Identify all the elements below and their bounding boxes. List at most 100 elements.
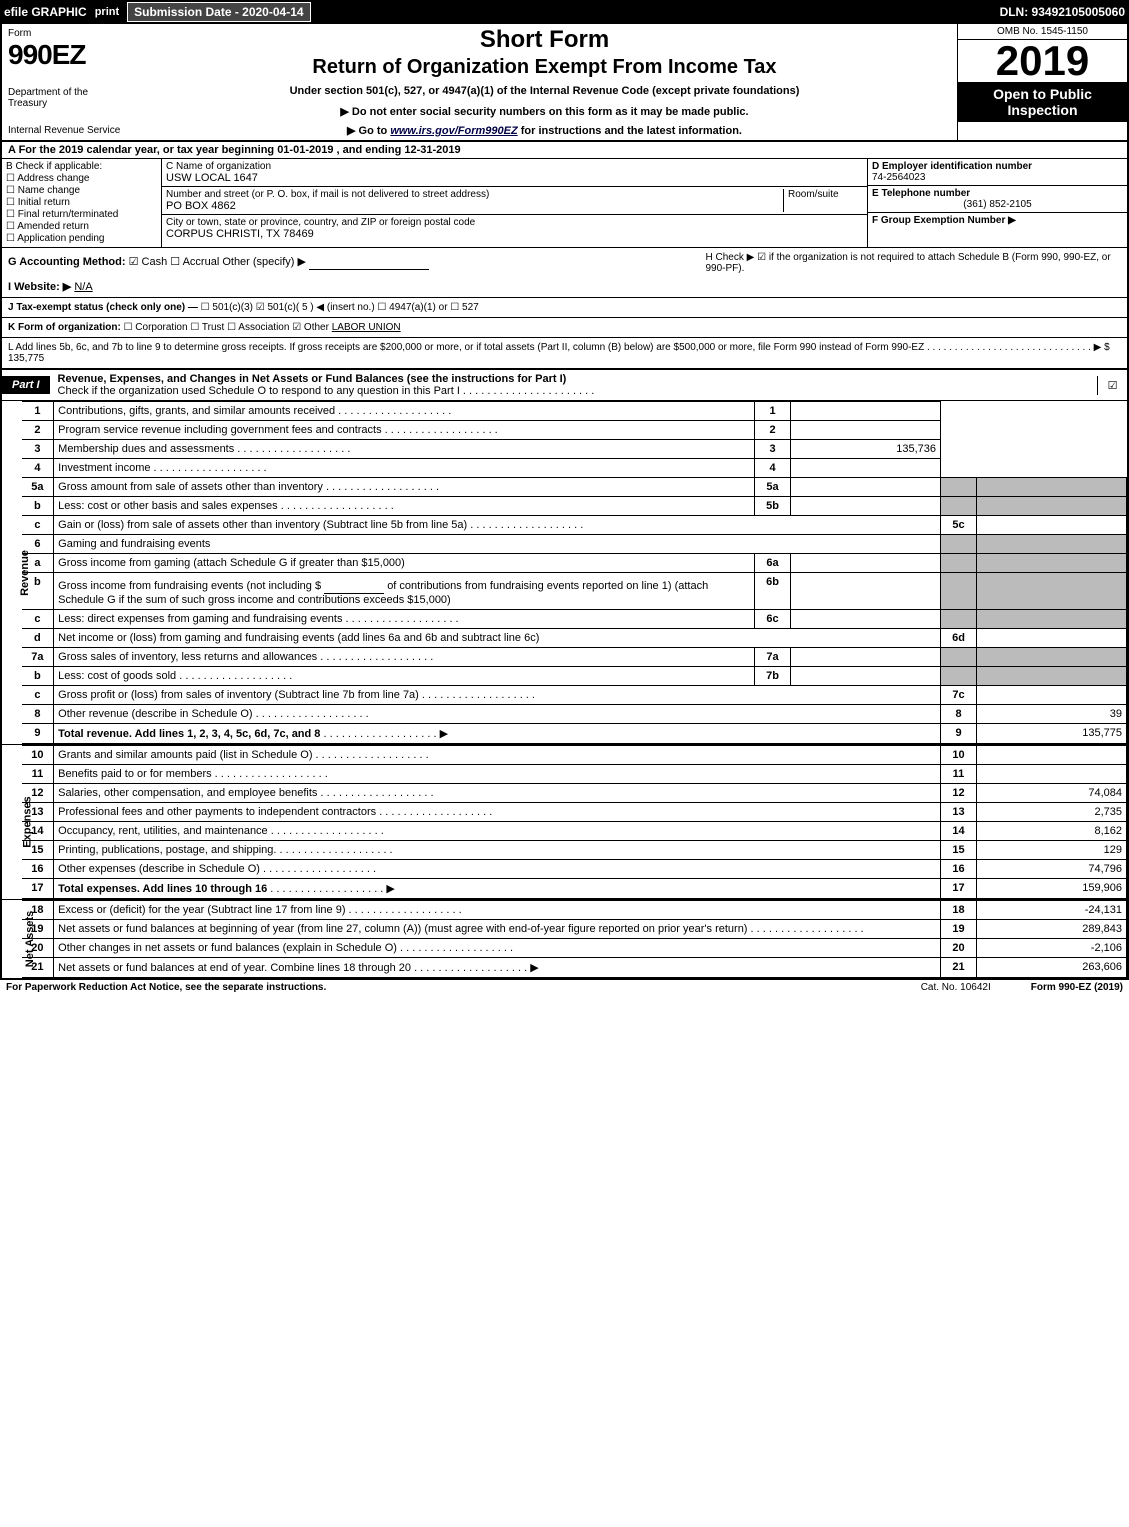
chk-name-change[interactable]: Name change xyxy=(6,185,157,196)
part-i-tag: Part I xyxy=(2,376,50,394)
chk-address-change[interactable]: Address change xyxy=(6,173,157,184)
row-gh: G Accounting Method: ☑ Cash ☐ Accrual Ot… xyxy=(2,248,1127,298)
k-options[interactable]: ☐ Corporation ☐ Trust ☐ Association ☑ Ot… xyxy=(124,322,329,333)
city-value: CORPUS CHRISTI, TX 78469 xyxy=(166,228,863,240)
open-line1: Open to Public xyxy=(962,86,1123,102)
col-c-org: C Name of organization USW LOCAL 1647 Nu… xyxy=(162,159,867,247)
part-i-title-text: Revenue, Expenses, and Changes in Net As… xyxy=(58,373,567,385)
line-20: 20Other changes in net assets or fund ba… xyxy=(22,939,1127,958)
line-16: 16Other expenses (describe in Schedule O… xyxy=(22,860,1127,879)
header-left: Form 990EZ Department of the Treasury In… xyxy=(2,24,132,140)
row-a-taxyear: A For the 2019 calendar year, or tax yea… xyxy=(2,142,1127,159)
line-7a: 7aGross sales of inventory, less returns… xyxy=(22,648,1127,667)
g-other[interactable]: Other (specify) ▶ xyxy=(222,256,306,268)
line-5a: 5aGross amount from sale of assets other… xyxy=(22,478,1127,497)
submission-date-box: Submission Date - 2020-04-14 xyxy=(127,2,310,22)
dln-label: DLN: 93492105005060 xyxy=(1000,5,1125,19)
header-center: Short Form Return of Organization Exempt… xyxy=(132,24,957,140)
short-form-title: Short Form xyxy=(142,26,947,54)
form-header: Form 990EZ Department of the Treasury In… xyxy=(2,24,1127,142)
tax-year: 2019 xyxy=(958,40,1127,82)
line-12: 12Salaries, other compensation, and empl… xyxy=(22,784,1127,803)
org-name-value: USW LOCAL 1647 xyxy=(166,172,863,184)
k-other-value: LABOR UNION xyxy=(332,322,401,333)
revenue-table: 1Contributions, gifts, grants, and simil… xyxy=(22,401,1127,744)
part-i-header: Part I Revenue, Expenses, and Changes in… xyxy=(2,370,1127,401)
website-label: I Website: ▶ xyxy=(8,281,71,293)
ein-label: D Employer identification number xyxy=(872,161,1123,172)
row-j-taxexempt: J Tax-exempt status (check only one) — ☐… xyxy=(2,298,1127,318)
goto-link[interactable]: www.irs.gov/Form990EZ xyxy=(390,125,517,137)
chk-amended-return[interactable]: Amended return xyxy=(6,221,157,232)
row-l-gross: L Add lines 5b, 6c, and 7b to line 9 to … xyxy=(2,338,1127,370)
phone-value: (361) 852-2105 xyxy=(872,199,1123,210)
part-i-checkbox[interactable]: ☑ xyxy=(1097,376,1127,395)
org-street-cell: Number and street (or P. O. box, if mail… xyxy=(162,187,867,215)
g-accrual[interactable]: ☐ Accrual xyxy=(170,256,219,268)
g-cash[interactable]: ☑ Cash xyxy=(129,256,168,268)
j-label: J Tax-exempt status (check only one) — xyxy=(8,302,198,313)
form-outer: Form 990EZ Department of the Treasury In… xyxy=(0,24,1129,980)
efile-label: efile GRAPHIC xyxy=(4,5,87,19)
open-line2: Inspection xyxy=(962,102,1123,118)
line-18: 18Excess or (deficit) for the year (Subt… xyxy=(22,901,1127,920)
k-label: K Form of organization: xyxy=(8,322,121,333)
line-7c: cGross profit or (loss) from sales of in… xyxy=(22,686,1127,705)
line-13: 13Professional fees and other payments t… xyxy=(22,803,1127,822)
line-7b: bLess: cost of goods sold7b xyxy=(22,667,1127,686)
line-6c: cLess: direct expenses from gaming and f… xyxy=(22,610,1127,629)
accounting-method: G Accounting Method: ☑ Cash ☐ Accrual Ot… xyxy=(2,248,700,297)
netassets-side-label: Net Assets xyxy=(2,900,22,978)
ein-cell: D Employer identification number 74-2564… xyxy=(868,159,1127,186)
city-label: City or town, state or province, country… xyxy=(166,217,863,228)
return-title: Return of Organization Exempt From Incom… xyxy=(142,56,947,79)
g-accrual-label: Accrual xyxy=(183,256,220,268)
line-6: 6Gaming and fundraising events xyxy=(22,535,1127,554)
line-6b-input[interactable] xyxy=(324,576,384,594)
top-bar: efile GRAPHIC print Submission Date - 20… xyxy=(0,0,1129,24)
part-i-check-text: Check if the organization used Schedule … xyxy=(58,385,595,397)
chk-application-pending[interactable]: Application pending xyxy=(6,233,157,244)
part-i-title: Revenue, Expenses, and Changes in Net As… xyxy=(58,370,595,400)
dept-irs: Internal Revenue Service xyxy=(8,125,126,136)
ein-value: 74-2564023 xyxy=(872,172,1123,183)
line-4: 4Investment income4 xyxy=(22,459,1127,478)
line-6b: bGross income from fundraising events (n… xyxy=(22,573,1127,610)
phone-cell: E Telephone number (361) 852-2105 xyxy=(868,186,1127,213)
goto-line: ▶ Go to www.irs.gov/Form990EZ for instru… xyxy=(142,124,947,137)
netassets-table: 18Excess or (deficit) for the year (Subt… xyxy=(22,900,1127,978)
subtitle: Under section 501(c), 527, or 4947(a)(1)… xyxy=(142,85,947,97)
print-link[interactable]: print xyxy=(95,6,119,18)
g-other-input[interactable] xyxy=(309,252,429,270)
expenses-side-label: Expenses xyxy=(2,745,22,899)
schedule-b-check: H Check ▶ ☑ if the organization is not r… xyxy=(700,248,1128,297)
room-label: Room/suite xyxy=(788,189,863,200)
street-label: Number and street (or P. O. box, if mail… xyxy=(166,189,783,200)
col-def: D Employer identification number 74-2564… xyxy=(867,159,1127,247)
line-15: 15Printing, publications, postage, and s… xyxy=(22,841,1127,860)
line-11: 11Benefits paid to or for members11 xyxy=(22,765,1127,784)
row-bcdef: B Check if applicable: Address change Na… xyxy=(2,159,1127,248)
line-6d: dNet income or (loss) from gaming and fu… xyxy=(22,629,1127,648)
street-value: PO BOX 4862 xyxy=(166,200,783,212)
dept-treasury: Department of the Treasury xyxy=(8,87,126,109)
line-6a: aGross income from gaming (attach Schedu… xyxy=(22,554,1127,573)
line-9: 9Total revenue. Add lines 1, 2, 3, 4, 5c… xyxy=(22,724,1127,744)
group-exempt-cell: F Group Exemption Number ▶ xyxy=(868,213,1127,228)
line-5c: cGain or (loss) from sale of assets othe… xyxy=(22,516,1127,535)
org-name-cell: C Name of organization USW LOCAL 1647 xyxy=(162,159,867,187)
footer: For Paperwork Reduction Act Notice, see … xyxy=(0,980,1129,995)
row-k-formorg: K Form of organization: ☐ Corporation ☐ … xyxy=(2,318,1127,338)
org-name-label: C Name of organization xyxy=(166,161,863,172)
website-value: N/A xyxy=(74,281,92,293)
group-exempt-label: F Group Exemption Number ▶ xyxy=(872,215,1016,226)
footer-paperwork: For Paperwork Reduction Act Notice, see … xyxy=(6,982,326,993)
chk-final-return[interactable]: Final return/terminated xyxy=(6,209,157,220)
col-b-header: B Check if applicable: xyxy=(6,161,157,172)
line-17: 17Total expenses. Add lines 10 through 1… xyxy=(22,879,1127,899)
form-number: 990EZ xyxy=(8,39,126,71)
j-options[interactable]: ☐ 501(c)(3) ☑ 501(c)( 5 ) ◀ (insert no.)… xyxy=(201,302,479,313)
chk-initial-return[interactable]: Initial return xyxy=(6,197,157,208)
line-8: 8Other revenue (describe in Schedule O)8… xyxy=(22,705,1127,724)
footer-formtag: Form 990-EZ (2019) xyxy=(1031,982,1123,993)
